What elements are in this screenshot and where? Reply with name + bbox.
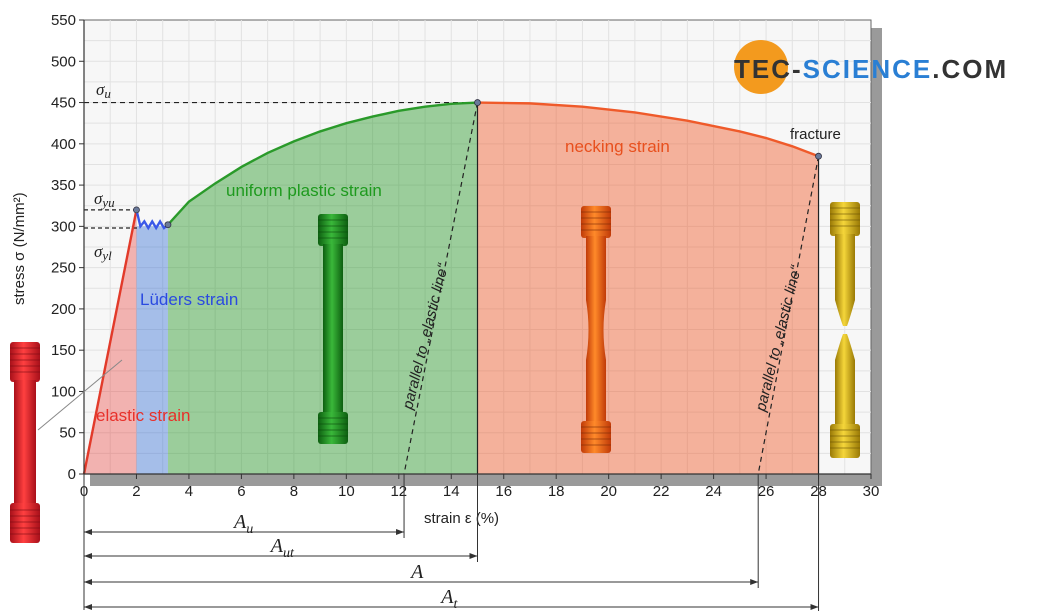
x-tick-label: 10 xyxy=(338,483,355,500)
logo-text: TEC-SCIENCE.COM xyxy=(734,54,1009,84)
parallel-line-1 xyxy=(403,102,479,475)
y-tick-label: 250 xyxy=(51,260,76,277)
curve-segment-necking xyxy=(477,101,819,158)
region-label-uniform: uniform plastic strain xyxy=(226,181,382,200)
guide-lines xyxy=(84,101,820,475)
specimen-elastic-icon xyxy=(10,342,123,543)
x-tick-label: 4 xyxy=(185,483,193,500)
region-fill-lueders xyxy=(136,226,168,474)
curve-segment-lueders xyxy=(135,209,169,231)
x-tick-label: 18 xyxy=(548,483,565,500)
x-tick-label: 22 xyxy=(653,483,670,500)
x-tick-label: 20 xyxy=(600,483,617,500)
x-tick-label: 2 xyxy=(132,483,140,500)
region-fill-necking xyxy=(477,102,819,474)
dim-label-a: A xyxy=(409,561,424,583)
curve-point xyxy=(133,206,140,214)
dim-label-ut: Aut xyxy=(269,535,295,561)
y-tick-label: 150 xyxy=(51,342,76,359)
dim-arrow xyxy=(469,553,478,559)
x-tick-label: 14 xyxy=(443,483,460,500)
dim-arrow xyxy=(810,604,819,610)
y-tick-label: 400 xyxy=(51,136,76,153)
y-tick-label: 350 xyxy=(51,177,76,194)
curve-point xyxy=(474,99,481,106)
x-tick-label: 24 xyxy=(705,483,722,500)
y-tick-label: 100 xyxy=(51,383,76,400)
x-tick-label: 30 xyxy=(863,483,880,500)
elongation-dimensions: Au Aut A At xyxy=(83,474,820,612)
curve-point xyxy=(815,152,822,160)
dim-arrow xyxy=(84,529,92,535)
dim-label-t: At xyxy=(439,586,458,612)
region-fills xyxy=(84,102,819,474)
region-label-necking: necking strain xyxy=(565,137,670,156)
dim-arrow xyxy=(84,553,92,559)
x-tick-label: 26 xyxy=(758,483,775,500)
stress-strain-curve xyxy=(82,99,822,475)
sigma-yl-label: σyl xyxy=(94,242,112,263)
logo-circle-icon xyxy=(734,40,788,94)
sigma-u-label: σu xyxy=(96,80,111,101)
y-tick-label: 550 xyxy=(51,12,76,29)
tec-science-logo: TEC-SCIENCE.COM xyxy=(734,40,1034,96)
dim-arrow xyxy=(84,579,92,585)
y-tick-label: 500 xyxy=(51,53,76,70)
dim-arrow xyxy=(84,604,92,610)
x-tick-label: 6 xyxy=(237,483,245,500)
y-tick-label: 50 xyxy=(59,425,76,442)
region-fill-uniform xyxy=(167,102,478,474)
curve-point xyxy=(164,221,172,229)
curve-segment-uniform xyxy=(167,101,478,226)
specimen-fracture-icon xyxy=(830,202,860,458)
x-tick-label: 16 xyxy=(495,483,512,500)
y-tick-label: 450 xyxy=(51,95,76,112)
y-tick-label: 200 xyxy=(51,301,76,318)
axes: 0 2 4 6 8 10 12 14 16 18 20 22 24 26 28 300501001502002… xyxy=(51,12,879,500)
sigma-yu-label: σyu xyxy=(94,189,115,210)
region-label-elastic: elastic strain xyxy=(96,406,190,425)
dim-label-u: Au xyxy=(232,511,253,537)
curve-segment-elastic xyxy=(82,209,138,475)
region-label-lueders: Lüders strain xyxy=(140,290,238,309)
specimen-uniform-icon xyxy=(318,214,348,444)
y-tick-label: 300 xyxy=(51,218,76,235)
dim-arrow xyxy=(750,579,759,585)
y-tick-label: 0 xyxy=(68,466,76,483)
dim-arrow xyxy=(396,529,405,535)
y-axis-title: stress σ (N/mm²) xyxy=(11,192,28,305)
x-tick-label: 12 xyxy=(390,483,407,500)
x-axis-title: strain ε (%) xyxy=(424,510,499,527)
fracture-label: fracture xyxy=(790,126,841,143)
specimen-necking-icon xyxy=(581,206,611,453)
x-tick-label: 8 xyxy=(290,483,298,500)
